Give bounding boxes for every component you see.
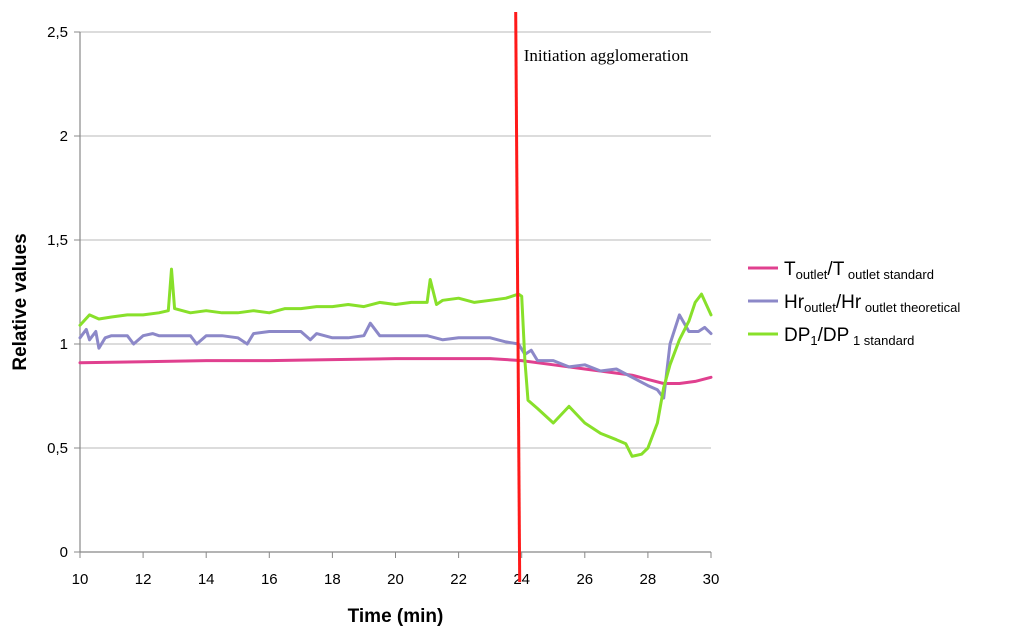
- series-line-0: [78, 357, 713, 385]
- x-tick-label: 28: [640, 571, 657, 588]
- x-tick-label: 14: [198, 571, 215, 588]
- initiation-marker-line: [514, 11, 522, 583]
- y-tick-label: 2: [60, 128, 68, 145]
- legend: Toutlet/T outlet standard Hroutlet/Hr out…: [748, 259, 960, 348]
- x-tick-label: 18: [324, 571, 341, 588]
- y-axis-title: Relative values: [10, 233, 31, 370]
- x-tick-label: 22: [450, 571, 467, 588]
- x-tick-label: 10: [72, 571, 89, 588]
- x-tick-label: 30: [703, 571, 720, 588]
- x-tick-label: 26: [576, 571, 593, 588]
- y-tick-labels: 0 0,5 1 1,5 2 2,5: [47, 24, 80, 561]
- x-tick-label: 20: [387, 571, 404, 588]
- series-lines: [78, 267, 713, 458]
- series-line-1: [78, 313, 713, 400]
- initiation-annotation: Initiation agglomeration: [524, 46, 689, 65]
- legend-entry: Toutlet/T outlet standard: [784, 259, 934, 282]
- x-tick-label: 16: [261, 571, 278, 588]
- x-tick-labels: 10 12 14 16 18 20 22 24 26 28 30: [72, 552, 720, 588]
- gridlines: [80, 31, 711, 449]
- series-line-2: [78, 267, 713, 458]
- x-axis-title: Time (min): [348, 606, 444, 627]
- y-tick-label: 1: [60, 336, 68, 353]
- x-tick-label: 12: [135, 571, 152, 588]
- y-tick-label: 1,5: [47, 232, 68, 249]
- y-tick-label: 0,5: [47, 440, 68, 457]
- y-tick-label: 2,5: [47, 24, 68, 41]
- x-tick-label: 24: [513, 571, 530, 588]
- legend-entry: Hroutlet/Hr outlet theoretical: [784, 292, 960, 315]
- legend-entry: DP1/DP 1 standard: [784, 325, 914, 348]
- y-tick-label: 0: [60, 544, 68, 561]
